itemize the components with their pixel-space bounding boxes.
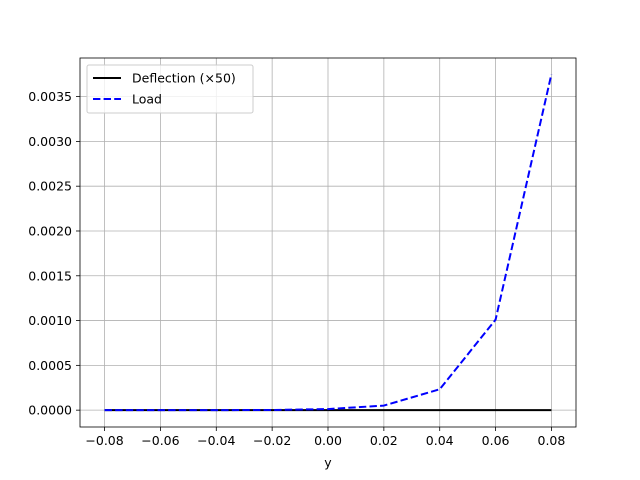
y-tick-label: 0.0020	[28, 223, 72, 238]
y-tick-label: 0.0035	[28, 89, 72, 104]
y-axis: 0.0000 0.0005 0.0010 0.0015 0.0020 0.0025 0.00…	[28, 89, 80, 418]
series-line-1	[104, 73, 553, 412]
legend-label-0: Deflection (×50)	[132, 71, 236, 86]
y-tick-label: 0.0005	[28, 358, 72, 373]
x-tick-label: −0.04	[197, 433, 235, 448]
x-tick-label: 0.08	[538, 433, 566, 448]
legend: Deflection (×50) Load	[86, 64, 254, 114]
x-tick-label: −0.08	[85, 433, 123, 448]
y-tick-label: 0.0010	[28, 313, 72, 328]
x-tick-label: 0.06	[482, 433, 510, 448]
legend-box	[86, 64, 254, 114]
y-tick-label: 0.0015	[28, 268, 72, 283]
y-tick-label: 0.0000	[28, 403, 72, 418]
x-axis-label: y	[324, 455, 332, 470]
legend-label-1: Load	[132, 92, 162, 107]
grid	[80, 58, 576, 427]
y-tick-label: 0.0030	[28, 134, 72, 149]
series-layer	[104, 73, 553, 412]
x-tick-label: 0.04	[426, 433, 454, 448]
y-tick-label: 0.0025	[28, 179, 72, 194]
x-tick-label: −0.02	[253, 433, 291, 448]
x-tick-label: −0.06	[141, 433, 179, 448]
x-tick-label: 0.02	[370, 433, 398, 448]
x-axis: −0.08 −0.06 −0.04 −0.02 0.00 0.02 0.04 0.06 0.08	[85, 427, 565, 448]
x-tick-label: 0.00	[314, 433, 342, 448]
